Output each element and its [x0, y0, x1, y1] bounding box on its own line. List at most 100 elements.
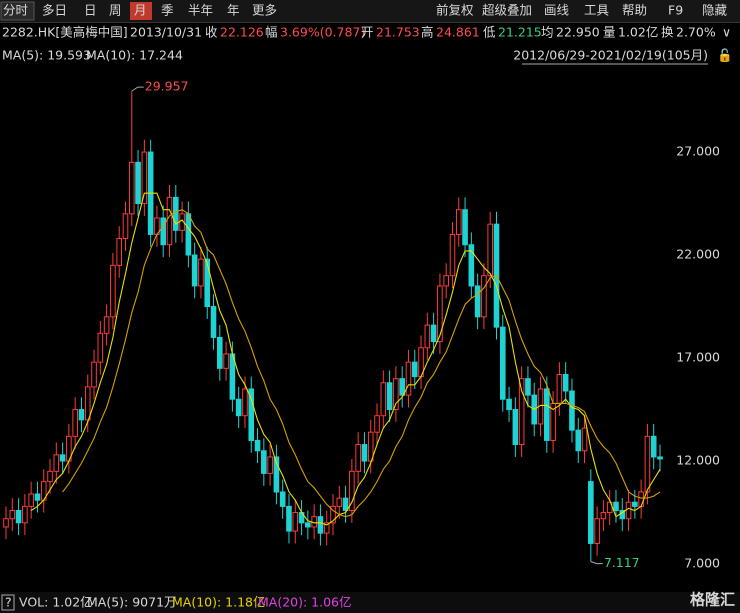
ma-line [62, 209, 661, 518]
period-tab[interactable]: 更多 [252, 3, 277, 18]
candle-body [242, 388, 248, 417]
candle-body [393, 378, 399, 411]
vol-ma5: MA(5): 9071万 [87, 595, 177, 610]
date-range[interactable]: 2012/06/29-2021/02/19(105月) [513, 48, 708, 63]
field-label: 开 [361, 25, 374, 40]
toolbar [0, 0, 740, 22]
lock-icon[interactable]: 🔓 [717, 48, 733, 63]
tab-selected [130, 2, 152, 20]
candle-body [437, 285, 443, 343]
field-value: 21.215 [498, 25, 542, 40]
candle-body [518, 378, 525, 446]
high-label: 29.957 [145, 79, 189, 94]
candle-body [9, 509, 16, 520]
field-label: 量 [603, 25, 616, 40]
period-tab[interactable]: 分时 [3, 3, 29, 18]
period-tab[interactable]: 日 [84, 3, 97, 18]
candle-body [273, 456, 280, 493]
collapse-icon[interactable]: ∨ [722, 25, 731, 40]
candle-body [374, 415, 380, 433]
candle-body [468, 244, 475, 287]
candle-body [650, 435, 657, 458]
tool-button[interactable]: 帮助 [622, 3, 647, 18]
candle-body [103, 316, 110, 334]
tool-button[interactable]: 超级叠加 [482, 3, 532, 18]
y-tick-label: 27.000 [676, 144, 720, 159]
candle-body [556, 374, 563, 404]
y-tick-label: 12.000 [676, 453, 720, 468]
candle-body [399, 378, 405, 396]
date: 2013/10/31 [130, 25, 202, 40]
tool-button[interactable]: 隐藏 [702, 3, 728, 18]
period-tab[interactable]: 多日 [42, 3, 67, 18]
watermark: 格隆汇 [690, 591, 735, 609]
candle-body [166, 196, 173, 246]
candle-body [336, 497, 343, 507]
candle-body [204, 258, 211, 308]
candle-body [644, 435, 651, 493]
candle-body [632, 501, 638, 507]
candle-body [525, 378, 531, 396]
candle-body [481, 275, 487, 318]
candle-body [72, 409, 78, 437]
candle-body [78, 409, 85, 421]
tool-button[interactable]: 前复权 [436, 3, 474, 18]
vol-ma20: MA(20): 1.06亿 [258, 595, 352, 610]
field-label: 均 [541, 25, 554, 40]
candle-body [462, 209, 468, 246]
y-tick-label: 7.000 [684, 556, 720, 571]
candle-body [47, 470, 53, 483]
legend-entry: MA(5): 19.593 [2, 48, 91, 63]
low-pointer [590, 561, 603, 565]
field-value: 22.950 [556, 25, 600, 40]
candle-body [355, 444, 361, 472]
period-tab[interactable]: 季 [161, 3, 174, 18]
vol-label: VOL: 1.02亿 [19, 595, 93, 610]
field-value: 2.70% [676, 25, 716, 40]
candle-body [575, 429, 582, 452]
candle-body [569, 390, 575, 431]
candle-body [424, 324, 431, 349]
candle-body [172, 196, 179, 231]
candle-body [600, 512, 607, 520]
high-pointer [131, 86, 144, 92]
tool-button[interactable]: F9 [668, 3, 683, 18]
help-box[interactable] [1, 594, 15, 611]
candle-body [625, 501, 632, 520]
vol-ma10: MA(10): 1.18亿 [172, 595, 266, 610]
candle-body [474, 285, 481, 318]
candle-body [122, 213, 129, 240]
field-value: 3.69%(0.787) [280, 25, 365, 40]
candle-body [562, 374, 569, 392]
tool-button[interactable]: 工具 [584, 3, 610, 18]
tool-button[interactable]: 画线 [544, 3, 570, 18]
period-tab[interactable]: 周 [109, 3, 122, 18]
candle-body [97, 332, 104, 363]
candle-body [657, 456, 663, 460]
candle-body [455, 209, 462, 235]
candle-body [261, 450, 267, 474]
candle-body [613, 501, 619, 511]
candle-body [15, 509, 22, 524]
help-icon[interactable]: ? [5, 595, 12, 610]
candle-body [499, 326, 506, 400]
candle-body [594, 518, 600, 544]
candle-body [160, 217, 167, 246]
field-label: 高 [421, 25, 434, 40]
volume-bar [0, 592, 740, 613]
period-tab[interactable]: 月 [134, 3, 147, 18]
symbol: 2282.HK[美高梅中国] [2, 25, 128, 40]
candle-body [235, 398, 242, 417]
period-tab[interactable]: 半年 [188, 3, 213, 18]
candle-body [367, 431, 374, 462]
candle-body [198, 258, 204, 287]
candle-body [217, 336, 223, 369]
field-value: 21.753 [376, 25, 420, 40]
period-tab[interactable]: 年 [227, 3, 240, 18]
candle-body [430, 324, 437, 343]
candle-body [330, 505, 336, 524]
candle-body [279, 491, 286, 507]
candle-body [34, 493, 41, 501]
field-value: 1.02亿 [618, 25, 658, 40]
